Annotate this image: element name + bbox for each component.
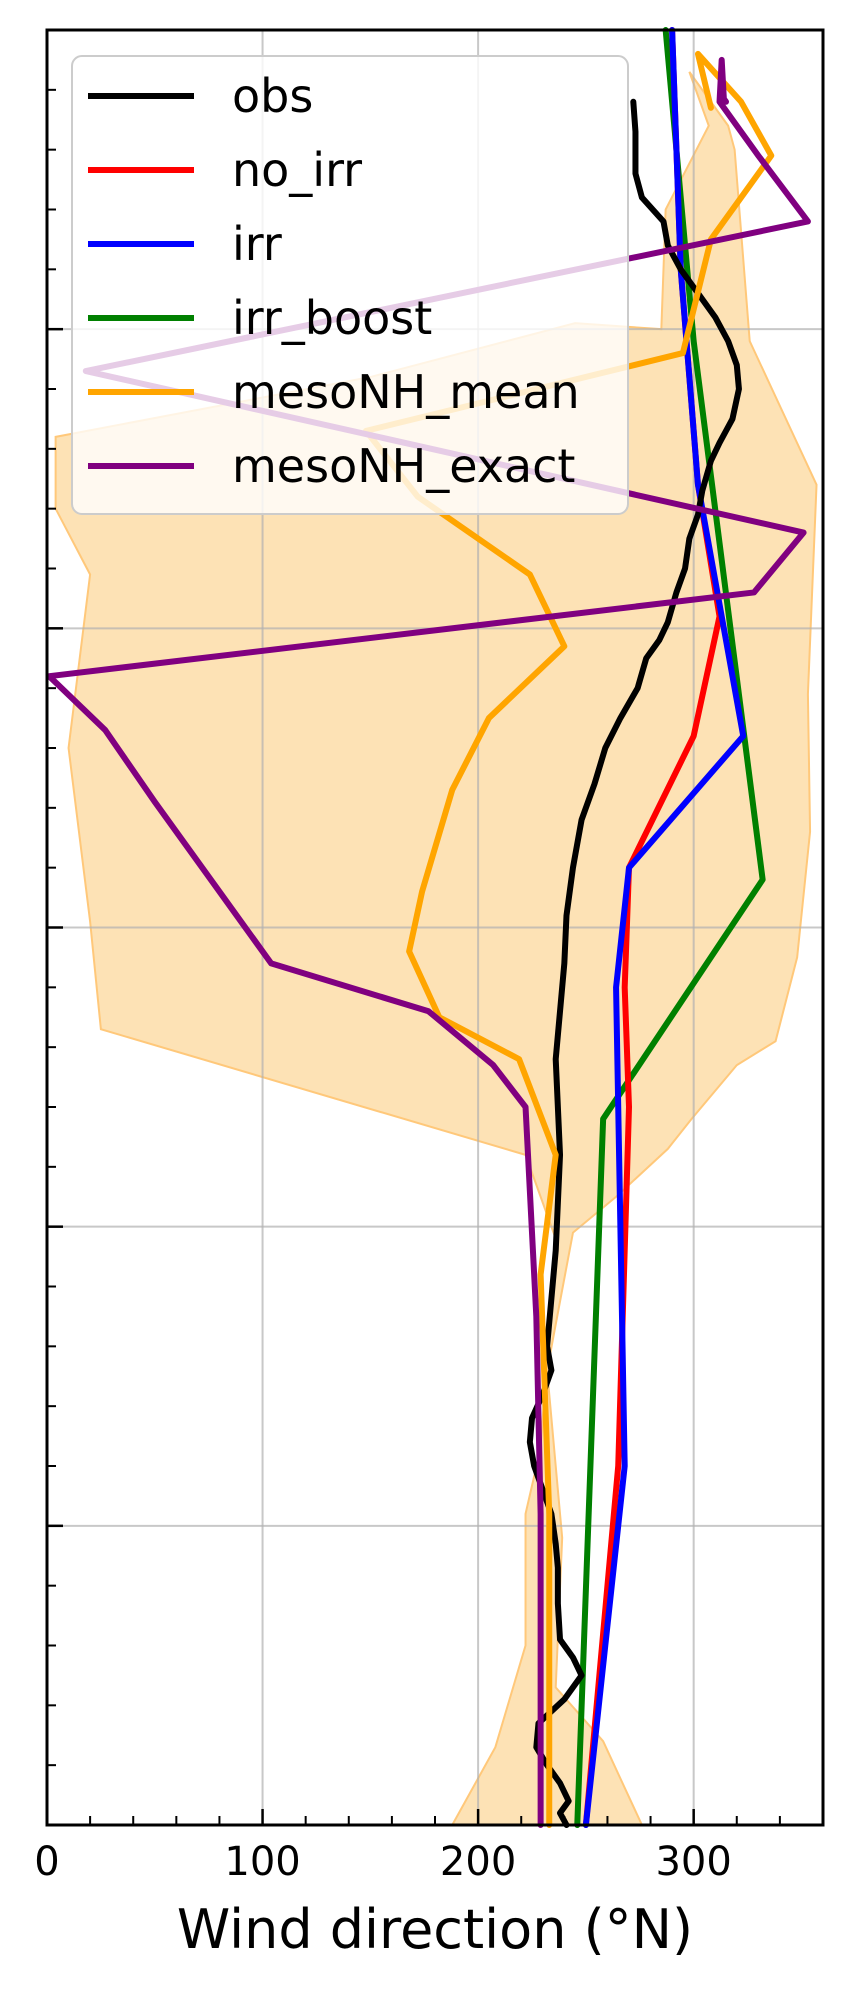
series-irr-line <box>582 27 747 1828</box>
legend-label-irr: irr <box>232 217 282 271</box>
legend-label-irr-boost: irr_boost <box>232 291 432 345</box>
tick-layer: 0 100 200 300 <box>34 88 824 1885</box>
x-tick-label: 100 <box>224 1839 300 1885</box>
legend-label-no-irr: no_irr <box>232 143 362 197</box>
series-irr-boost-line <box>574 27 766 1828</box>
series-mesonh-mean-line <box>363 50 775 1828</box>
legend-label-mesonh-exact: mesoNH_exact <box>232 439 575 493</box>
legend-label-obs: obs <box>232 69 313 123</box>
series-layer <box>46 27 811 1828</box>
legend-label-mesonh-mean: mesoNH_mean <box>232 365 580 419</box>
series-obs-line <box>526 98 742 1828</box>
x-tick-label: 200 <box>440 1839 516 1885</box>
legend-box <box>71 55 629 515</box>
series-mesonh-exact-line <box>46 56 811 1828</box>
x-tick-label: 0 <box>34 1839 59 1885</box>
x-tick-label: 300 <box>655 1839 731 1885</box>
x-axis-label: Wind direction (°N) <box>177 1898 693 1961</box>
